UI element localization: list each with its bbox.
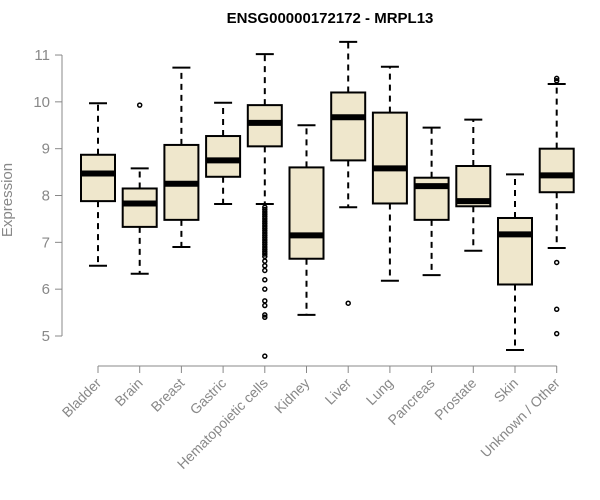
outlier-point (262, 302, 268, 309)
outlier-point (553, 75, 560, 82)
outlier-point (262, 312, 268, 318)
x-tick-label: Unknown / Other (477, 375, 563, 461)
outlier-point (262, 353, 268, 359)
box-group (80, 102, 116, 267)
y-tick-label: 5 (42, 328, 50, 345)
box (205, 135, 242, 178)
outlier-point (262, 251, 268, 257)
y-tick-label: 6 (42, 281, 50, 298)
outlier-point (262, 298, 268, 304)
outlier-point (136, 102, 143, 108)
outlier-point (262, 258, 268, 264)
outlier-point (262, 267, 268, 274)
outlier-point (262, 314, 268, 321)
y-axis: 5 6 7 8 9 10 11 (33, 47, 63, 345)
x-tick-label: Breast (148, 375, 188, 415)
x-tick-label: Bladder (59, 375, 105, 421)
outlier-point (262, 286, 268, 292)
box (371, 111, 408, 205)
box-group (330, 40, 367, 306)
y-tick-label: 10 (33, 94, 50, 111)
box-group (538, 75, 575, 337)
x-tick-label: Liver (322, 375, 355, 408)
box-group (121, 102, 158, 275)
outlier-point (345, 300, 351, 306)
x-tick-label: Brain (111, 375, 145, 409)
box-group (246, 53, 283, 359)
y-tick-label: 7 (42, 234, 50, 251)
x-tick-label: Skin (491, 375, 522, 406)
x-tick-label: Prostate (431, 375, 479, 423)
outlier-point (553, 78, 560, 84)
chart-title: ENSG00000172172 - MRPL13 (227, 10, 434, 27)
box (497, 216, 533, 286)
plot-area (80, 40, 575, 359)
box (80, 153, 116, 203)
box (288, 166, 325, 260)
y-axis-label: Expression (0, 163, 16, 237)
outlier-point (553, 306, 560, 313)
y-tick-label: 8 (42, 188, 50, 205)
outlier-point (262, 277, 268, 283)
outlier-point (553, 259, 560, 266)
x-tick-label: Kidney (271, 375, 313, 417)
box (330, 91, 367, 162)
box (538, 147, 575, 194)
y-tick-label: 9 (42, 141, 50, 158)
box-group (163, 66, 200, 249)
box-group (288, 124, 325, 316)
x-tick-label: Lung (363, 375, 396, 408)
box-group (371, 65, 408, 282)
box-group (455, 118, 492, 252)
box-group (205, 101, 242, 205)
outlier-point (553, 330, 560, 337)
box (121, 187, 158, 228)
box-group (497, 173, 533, 352)
y-tick-label: 11 (34, 47, 50, 64)
outlier-point (262, 263, 268, 269)
box-group (413, 126, 450, 277)
